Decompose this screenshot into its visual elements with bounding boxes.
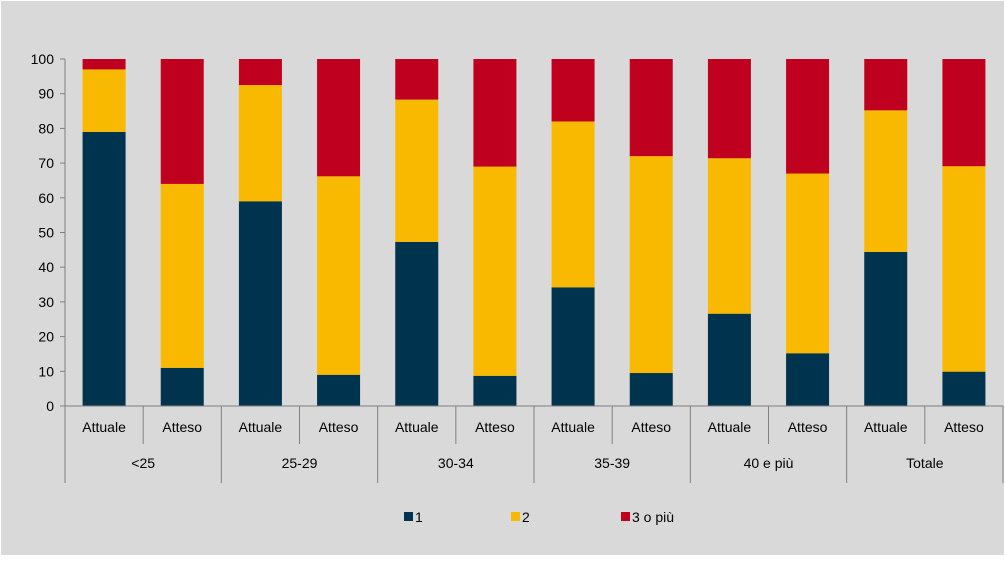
bar-segment-2-0 <box>82 69 126 132</box>
x-tick-label: Atteso <box>475 419 515 435</box>
y-tick-label: 60 <box>38 190 54 206</box>
bar-segment-3-o-più-10 <box>864 59 908 111</box>
x-tick-label: Atteso <box>162 419 202 435</box>
axes-layer: 0 10 20 30 40 50 60 70 80 90 100 Attuale Atteso Attua… <box>31 51 1004 483</box>
y-tick-label: 0 <box>46 398 54 414</box>
bar-segment-1-6 <box>551 287 595 406</box>
x-tick-label: Attuale <box>708 419 752 435</box>
bar-segment-3-o-più-8 <box>707 59 751 159</box>
y-tick-label: 80 <box>38 120 54 136</box>
bar-segment-3-o-più-6 <box>551 59 595 122</box>
bar-segment-1-10 <box>864 251 908 406</box>
bar-segment-2-6 <box>551 121 595 288</box>
y-tick-label: 70 <box>38 155 54 171</box>
legend-label: 2 <box>522 509 530 525</box>
y-tick-label: 40 <box>38 259 54 275</box>
bar-segment-3-o-più-7 <box>629 59 673 157</box>
bar-segment-1-8 <box>707 313 751 406</box>
legend-swatch <box>511 512 520 521</box>
bar-segment-2-5 <box>473 166 517 376</box>
bar-segment-2-10 <box>864 110 908 252</box>
y-tick-label: 20 <box>38 329 54 345</box>
bar-segment-3-o-più-4 <box>395 59 439 100</box>
y-tick-label: 10 <box>38 363 54 379</box>
x-tick-label: Atteso <box>944 419 984 435</box>
bar-segment-2-7 <box>629 156 673 374</box>
bar-segment-1-9 <box>786 353 830 406</box>
y-tick-label: 30 <box>38 294 54 310</box>
bar-segment-3-o-più-5 <box>473 59 517 167</box>
x-tick-label: Attuale <box>551 419 595 435</box>
bar-segment-1-2 <box>238 201 282 406</box>
bar-segment-2-4 <box>395 99 439 242</box>
group-label: Totale <box>906 455 944 471</box>
x-tick-label: Attuale <box>82 419 126 435</box>
bar-segment-1-3 <box>317 374 361 406</box>
group-label: 35-39 <box>594 455 630 471</box>
x-tick-label: Atteso <box>788 419 828 435</box>
x-tick-label: Atteso <box>631 419 671 435</box>
bar-segment-3-o-più-0 <box>82 59 126 70</box>
bar-segment-1-7 <box>629 373 673 406</box>
bar-segment-2-3 <box>317 176 361 375</box>
y-tick-label: 90 <box>38 86 54 102</box>
legend-swatch <box>621 512 630 521</box>
x-tick-label: Attuale <box>239 419 283 435</box>
bar-segment-1-1 <box>160 367 204 406</box>
bar-segment-3-o-più-1 <box>160 59 204 184</box>
legend-label: 3 o più <box>632 509 674 525</box>
y-tick-label: 100 <box>31 51 55 67</box>
bar-segment-3-o-più-3 <box>317 59 361 177</box>
bar-segment-2-11 <box>942 166 986 372</box>
bars-layer <box>82 59 986 406</box>
bar-segment-1-0 <box>82 131 126 406</box>
legend-swatch <box>404 512 413 521</box>
bar-segment-3-o-più-2 <box>238 59 282 86</box>
bar-segment-2-1 <box>160 183 204 368</box>
bar-segment-2-8 <box>707 158 751 314</box>
bar-segment-2-2 <box>238 85 282 202</box>
x-tick-label: Atteso <box>319 419 359 435</box>
x-tick-label: Attuale <box>864 419 908 435</box>
bar-segment-3-o-più-11 <box>942 59 986 167</box>
x-tick-label: Attuale <box>395 419 439 435</box>
legend-label: 1 <box>415 509 423 525</box>
bar-segment-1-11 <box>942 371 986 406</box>
group-label: 40 e più <box>744 455 794 471</box>
group-label: <25 <box>131 455 155 471</box>
bar-segment-2-9 <box>786 173 830 354</box>
bar-segment-1-4 <box>395 241 439 406</box>
bar-segment-3-o-più-9 <box>786 59 830 174</box>
group-label: 30-34 <box>438 455 474 471</box>
legend: 1 2 3 o più <box>404 509 674 525</box>
y-tick-label: 50 <box>38 225 54 241</box>
bar-segment-1-5 <box>473 375 517 406</box>
group-label: 25-29 <box>282 455 318 471</box>
